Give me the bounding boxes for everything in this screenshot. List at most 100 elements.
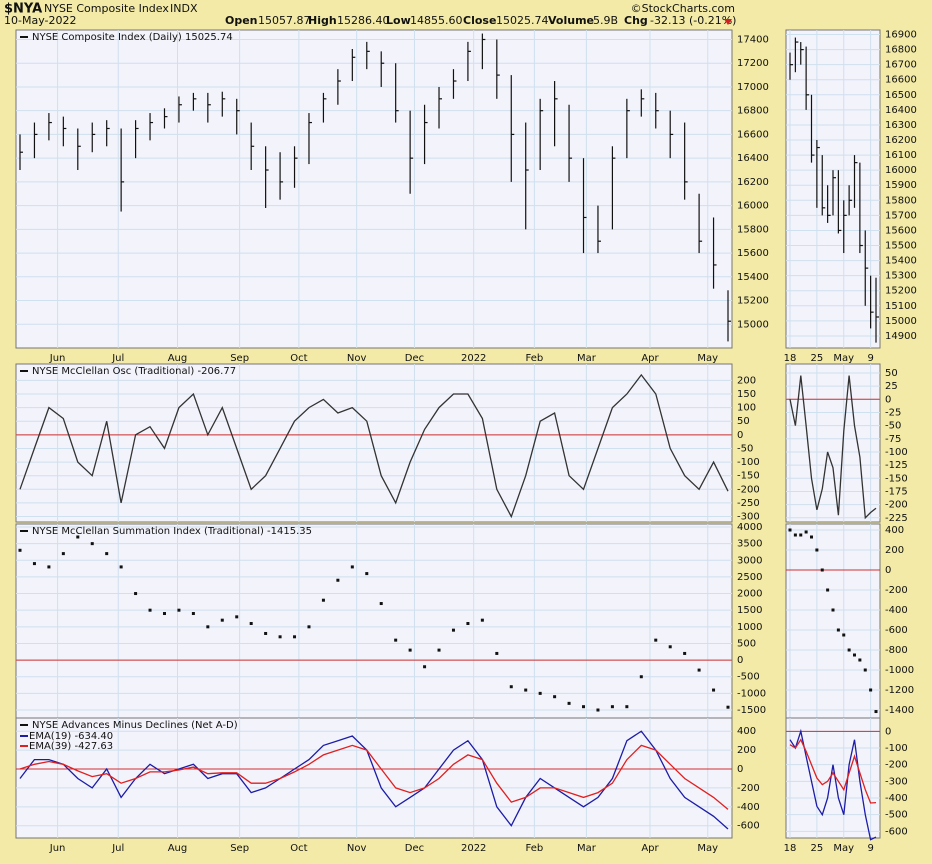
y-tick-label: -125: [885, 460, 908, 471]
y-tick-label: -200: [885, 585, 908, 596]
y-tick-label: -200: [737, 783, 760, 794]
y-tick-label: -1000: [737, 688, 766, 699]
y-tick-label: -225: [885, 513, 908, 524]
dot: [177, 608, 181, 612]
y-tick-label: -300: [885, 776, 908, 787]
dot: [119, 565, 123, 569]
series-line: [19, 373, 729, 519]
x-tick-label: Jul: [111, 353, 124, 364]
dot: [726, 705, 730, 709]
y-tick-label: 15200: [885, 286, 917, 297]
y-tick-label: 16800: [885, 45, 917, 56]
index-name: NYSE Composite Index: [44, 2, 169, 15]
dot: [61, 552, 65, 556]
y-tick-label: 2000: [737, 589, 762, 600]
y-tick-label: 17400: [737, 34, 769, 45]
x-tick-label: Oct: [290, 353, 307, 364]
y-tick-label: 15400: [885, 256, 917, 267]
quote-label: Volume: [548, 14, 594, 27]
dot: [76, 535, 80, 539]
y-tick-label: -600: [885, 625, 908, 636]
x-tick-label: 18: [784, 353, 797, 364]
dot: [105, 552, 109, 556]
quote-value: 15286.40: [337, 14, 390, 27]
y-tick-label: -175: [885, 486, 908, 497]
y-tick-label: 0: [885, 394, 891, 405]
series-line: [789, 375, 877, 520]
y-tick-label: 100: [737, 403, 756, 414]
dot: [47, 565, 51, 569]
dot: [466, 621, 470, 625]
y-tick-label: -100: [885, 743, 908, 754]
dot: [379, 602, 383, 606]
y-tick-label: -600: [737, 821, 760, 832]
y-tick-label: 15800: [737, 224, 769, 235]
plot-area: [785, 363, 881, 523]
y-tick-label: 200: [885, 545, 904, 556]
x-tick-label: Dec: [405, 353, 424, 364]
x-tick-label: 2022: [461, 353, 486, 364]
y-tick-label: -1500: [737, 705, 766, 716]
y-tick-label: 400: [737, 726, 756, 737]
dot: [249, 621, 253, 625]
y-tick-label: -150: [885, 473, 908, 484]
x-tick-label: May: [833, 843, 854, 854]
x-tick-label: May: [697, 353, 718, 364]
y-tick-label: -200: [737, 484, 760, 495]
y-tick-label: -800: [885, 645, 908, 656]
dot: [321, 598, 325, 602]
y-tick-label: 16100: [885, 150, 917, 161]
y-tick-label: 3500: [737, 539, 762, 550]
y-tick-label: 15600: [885, 225, 917, 236]
dot: [423, 665, 427, 669]
x-tick-label: 9: [867, 843, 873, 854]
y-tick-label: 16500: [885, 90, 917, 101]
date: 10-May-2022: [4, 14, 76, 27]
y-tick-label: 15100: [885, 301, 917, 312]
x-tick-label: Mar: [577, 843, 597, 854]
dot: [847, 648, 851, 652]
y-tick-label: -400: [737, 802, 760, 813]
y-tick-label: -400: [885, 793, 908, 804]
x-tick-label: Sep: [230, 843, 249, 854]
y-tick-label: 50: [885, 368, 898, 379]
plot-area: [15, 523, 733, 719]
y-tick-label: -1400: [885, 705, 914, 716]
credit: ©StockCharts.com: [631, 2, 735, 15]
dot: [853, 653, 856, 657]
x-tick-label: Oct: [290, 843, 307, 854]
quote-value: 15057.87: [258, 14, 311, 27]
x-tick-label: Feb: [526, 353, 544, 364]
dot: [810, 535, 813, 539]
y-tick-label: 16600: [885, 75, 917, 86]
dot: [804, 530, 808, 534]
y-tick-label: 0: [737, 764, 743, 775]
dot: [206, 625, 210, 629]
dot: [538, 691, 542, 695]
y-tick-label: 15300: [885, 271, 917, 282]
dot: [788, 528, 792, 532]
y-tick-label: 15000: [885, 316, 917, 327]
dot: [495, 651, 499, 655]
dot: [869, 688, 873, 692]
y-tick-label: -600: [885, 826, 908, 837]
dot: [293, 635, 297, 639]
x-tick-label: 2022: [461, 843, 486, 854]
y-tick-label: -75: [885, 434, 901, 445]
dot: [668, 645, 672, 649]
quote-label: High: [308, 14, 337, 27]
y-tick-label: -250: [737, 498, 760, 509]
y-tick-label: 16400: [737, 153, 769, 164]
dot: [697, 668, 701, 672]
dot: [480, 618, 484, 622]
quote-value: 5.9B: [593, 14, 618, 27]
y-tick-label: -25: [885, 407, 901, 418]
y-tick-label: 500: [737, 638, 756, 649]
dot: [350, 565, 354, 569]
y-tick-label: -150: [737, 471, 760, 482]
y-tick-label: -400: [885, 605, 908, 616]
panel-title: NYSE McClellan Osc (Traditional) -206.77: [32, 366, 236, 377]
exchange: INDX: [170, 2, 198, 15]
legend-entry: EMA(39) -427.63: [29, 741, 113, 752]
y-tick-label: -500: [737, 672, 760, 683]
